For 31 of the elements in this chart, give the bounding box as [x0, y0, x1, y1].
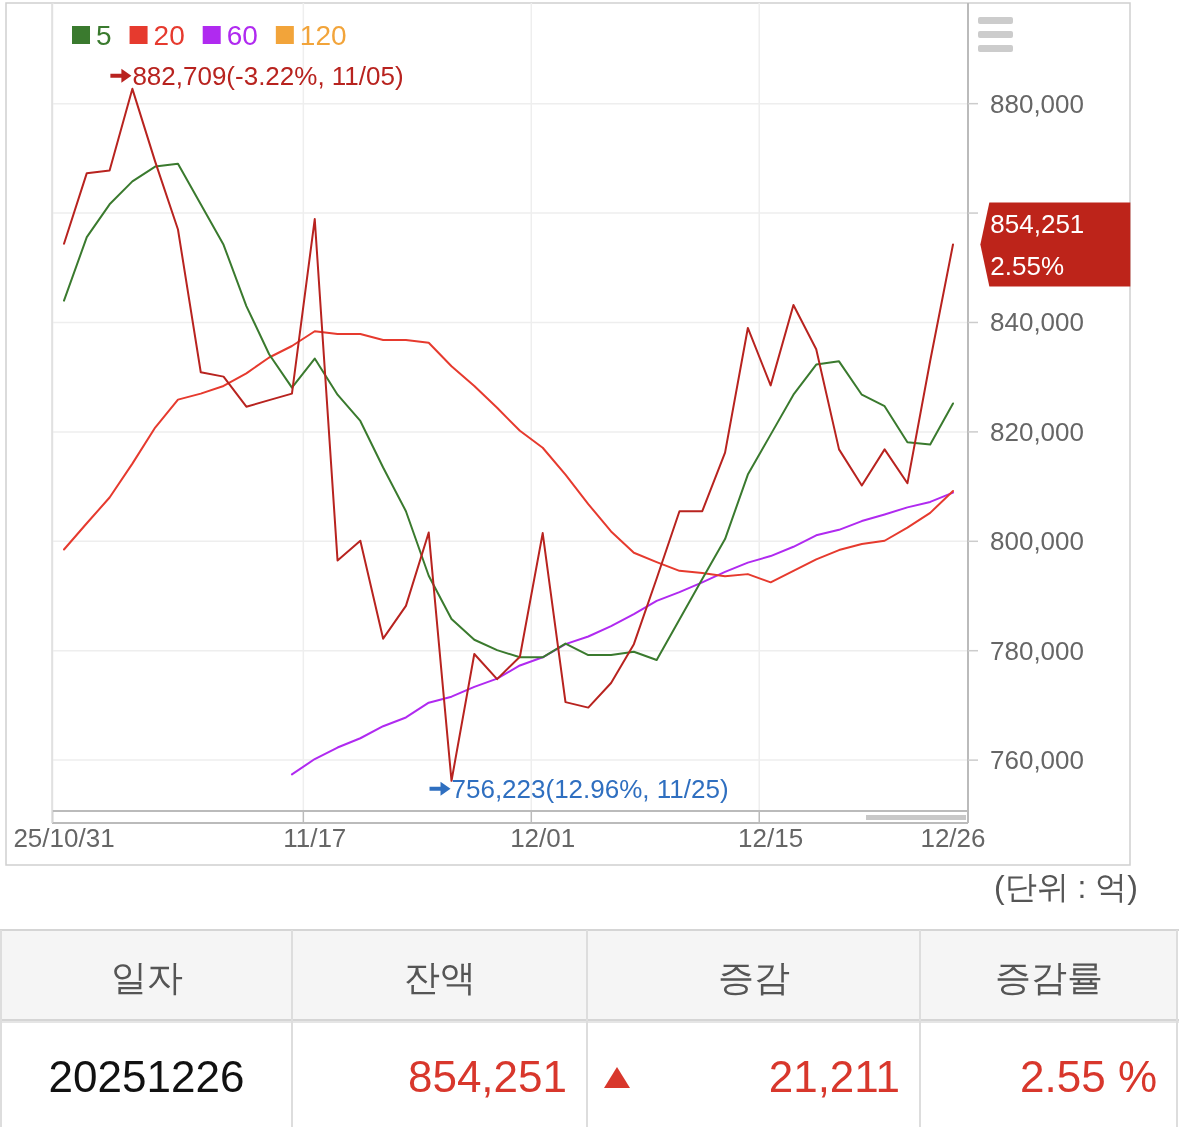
- annotation: 882,709(-3.22%, 11/05): [132, 60, 404, 91]
- text: 잔액: [403, 956, 476, 998]
- text: 20251226: [48, 1051, 245, 1101]
- legend-label: 5: [96, 19, 112, 51]
- text: 일자: [110, 956, 183, 998]
- x-tick-label: 12/15: [738, 823, 804, 853]
- y-tick-label: 780,000: [990, 635, 1084, 666]
- text: 854,251: [407, 1051, 567, 1101]
- y-tick-label: 880,000: [990, 88, 1084, 119]
- legend-label: 120: [299, 19, 347, 51]
- line-series: [290, 491, 954, 776]
- x-tick-label: 11/17: [283, 823, 347, 853]
- x-tick-label: 12/01: [510, 823, 576, 853]
- annotation: 854,251: [990, 208, 1085, 239]
- y-tick-label: 840,000: [990, 307, 1084, 338]
- x-tick-label: 25/10/31: [13, 823, 115, 853]
- text: 21,211: [768, 1051, 900, 1101]
- y-tick-label: 760,000: [990, 745, 1084, 776]
- annotation: 756,223(12.96%, 11/25): [451, 773, 729, 804]
- text: (단위 : 억): [994, 869, 1138, 905]
- line-series: [63, 330, 954, 584]
- legend-label: 20: [153, 19, 185, 51]
- text: 증감률: [994, 956, 1103, 998]
- text: 2.55 %: [1020, 1051, 1157, 1101]
- x-tick-label: 12/26: [920, 823, 986, 853]
- y-tick-label: 800,000: [990, 526, 1084, 557]
- legend-label: 60: [226, 19, 258, 51]
- annotation: 2.55%: [990, 250, 1065, 281]
- line-series: [63, 162, 954, 662]
- y-tick-label: 820,000: [990, 416, 1084, 447]
- text: 증감: [717, 956, 790, 998]
